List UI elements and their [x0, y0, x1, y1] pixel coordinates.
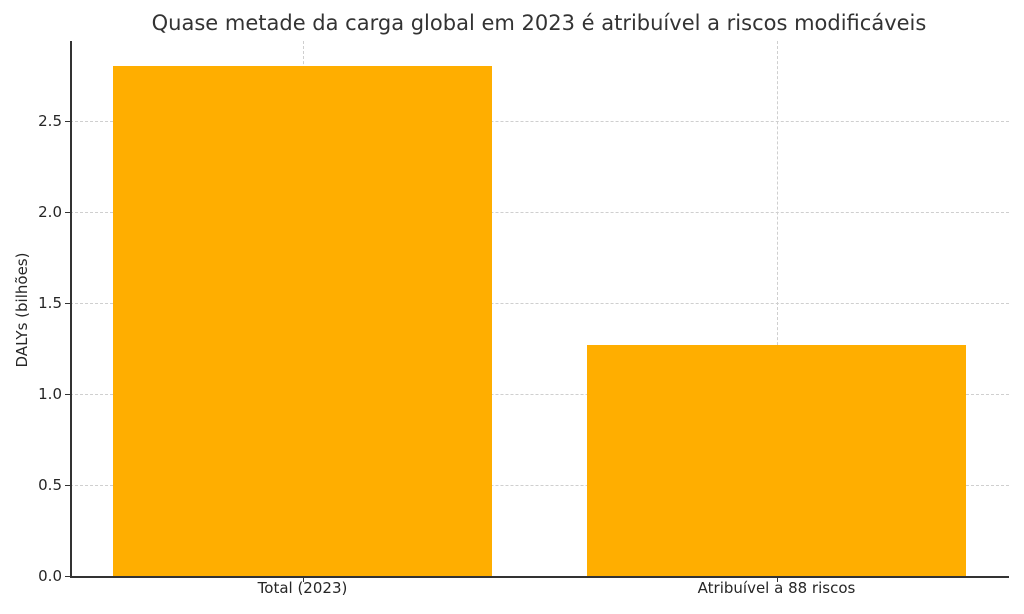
y-tick-mark [65, 485, 70, 486]
y-tick-mark [65, 576, 70, 577]
y-tick-label: 0.0 [38, 567, 62, 585]
y-tick-label: 1.5 [38, 294, 62, 313]
y-axis-line [70, 41, 72, 577]
y-gridline [70, 212, 1009, 214]
x-tick-label: Atribuível a 88 riscos [697, 579, 856, 597]
x-tick-mark [776, 577, 778, 582]
y-tick-label: 1.0 [38, 385, 62, 404]
y-tick-mark [65, 394, 70, 396]
y-gridline [70, 121, 1009, 123]
x-axis-line [70, 576, 1009, 578]
y-tick-label: 2.0 [38, 203, 62, 222]
y-gridline [70, 485, 1009, 486]
bar-total-2023 [113, 66, 492, 576]
y-tick-mark [65, 121, 70, 123]
y-tick-label: 0.5 [38, 476, 62, 494]
x-gridline [776, 41, 778, 576]
y-tick-mark [65, 212, 70, 214]
y-tick-mark [65, 303, 70, 305]
chart-title: Quase metade da carga global em 2023 é a… [151, 11, 927, 35]
plot-area [70, 41, 1009, 576]
y-tick-label: 2.5 [38, 112, 62, 131]
y-gridline [70, 394, 1009, 396]
x-tick-mark [302, 577, 304, 582]
bar-attributable-88-risks [587, 344, 966, 576]
x-tick-label: Total (2023) [257, 579, 348, 597]
y-gridline [70, 303, 1009, 305]
